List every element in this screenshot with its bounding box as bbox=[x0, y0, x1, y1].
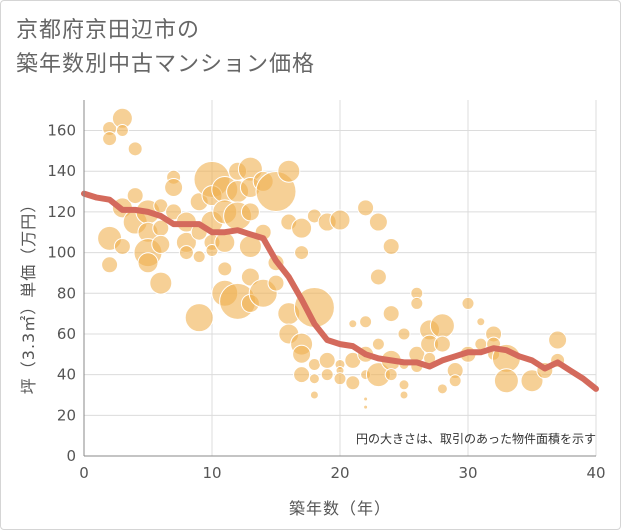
bubble-point bbox=[292, 344, 312, 364]
y-axis-label: 坪（3.3㎡）単価（万円） bbox=[19, 196, 38, 394]
y-tick-label: 120 bbox=[47, 203, 76, 221]
bubble-point bbox=[115, 124, 129, 138]
size-note: 円の大きさは、取引のあった物件面積を示す bbox=[356, 431, 596, 446]
bubble-point bbox=[398, 379, 410, 391]
bubble-point bbox=[476, 317, 486, 327]
bubble-point bbox=[371, 337, 385, 351]
bubble-point bbox=[101, 256, 119, 274]
x-axis-label: 築年数（年） bbox=[289, 499, 391, 518]
bubble-point bbox=[384, 368, 398, 382]
bubble-point bbox=[397, 327, 411, 341]
bubble-point bbox=[333, 372, 347, 386]
title-line-1: 京都府京田辺市の bbox=[16, 18, 201, 43]
bubble-point bbox=[382, 237, 400, 255]
y-tick-label: 60 bbox=[57, 325, 76, 343]
bubble-point bbox=[205, 244, 219, 258]
bubble-point bbox=[348, 319, 358, 329]
bubble-point bbox=[293, 366, 311, 384]
axes: 0 20 40 60 80 100 120 140 160 0 10 20 30 40 bbox=[47, 100, 606, 482]
bubble-point bbox=[267, 274, 285, 292]
bubble-point bbox=[359, 315, 373, 329]
x-tick-label: 40 bbox=[586, 464, 605, 482]
bubble-point bbox=[127, 141, 143, 157]
bubble-point bbox=[217, 261, 233, 277]
bubble-point bbox=[318, 351, 336, 369]
bubble-point bbox=[493, 368, 519, 394]
bubble-point bbox=[137, 252, 159, 274]
y-tick-label: 20 bbox=[57, 406, 76, 424]
bubble-point bbox=[165, 203, 183, 221]
bubble-point bbox=[184, 303, 214, 333]
bubble-point bbox=[363, 396, 369, 402]
bubble-point bbox=[368, 212, 388, 232]
bubble-point bbox=[294, 245, 310, 261]
bubble-point bbox=[308, 373, 320, 385]
bubble-point bbox=[277, 159, 301, 183]
bubble-point bbox=[399, 390, 409, 400]
bubble-layer bbox=[97, 107, 568, 410]
bubble-point bbox=[291, 217, 313, 239]
y-tick-label: 40 bbox=[57, 366, 76, 384]
y-tick-label: 80 bbox=[57, 284, 76, 302]
bubble-point bbox=[369, 268, 387, 286]
bubble-point bbox=[448, 374, 462, 388]
bubble-point bbox=[102, 131, 118, 147]
bubble-point bbox=[149, 271, 173, 295]
bubble-point bbox=[240, 202, 260, 222]
bubble-point bbox=[345, 375, 361, 391]
bubble-point bbox=[309, 390, 319, 400]
trend-line bbox=[81, 190, 599, 392]
bubble-point bbox=[178, 245, 194, 261]
bubble-point bbox=[436, 383, 448, 395]
bubble-point bbox=[214, 231, 236, 253]
bubble-point bbox=[113, 237, 131, 255]
y-tick-label: 100 bbox=[47, 244, 76, 262]
bubble-point bbox=[548, 330, 568, 350]
bubble-point bbox=[520, 369, 544, 393]
title-line-2: 築年数別中古マンション価格 bbox=[16, 52, 316, 77]
x-tick-label: 10 bbox=[202, 464, 221, 482]
bubble-point bbox=[357, 199, 375, 217]
x-tick-label: 20 bbox=[330, 464, 349, 482]
bubble-point bbox=[363, 404, 369, 410]
chart-title: 京都府京田辺市の 築年数別中古マンション価格 bbox=[16, 14, 315, 82]
y-tick-label: 160 bbox=[47, 122, 76, 140]
bubble-point bbox=[164, 177, 184, 197]
bubble-point bbox=[126, 187, 144, 205]
bubble-point bbox=[320, 368, 334, 382]
y-tick-label: 140 bbox=[47, 162, 76, 180]
bubble-point bbox=[382, 305, 400, 323]
bubble-point bbox=[433, 335, 451, 353]
bubble-point bbox=[307, 357, 321, 371]
bubble-point bbox=[429, 313, 455, 339]
x-tick-label: 30 bbox=[458, 464, 477, 482]
bubble-point bbox=[192, 250, 206, 264]
bubble-point bbox=[151, 234, 171, 254]
bubble-point bbox=[329, 209, 351, 231]
y-tick-label: 0 bbox=[66, 447, 76, 465]
bubble-point bbox=[410, 296, 424, 310]
x-tick-label: 0 bbox=[79, 464, 89, 482]
bubble-point bbox=[461, 296, 475, 310]
